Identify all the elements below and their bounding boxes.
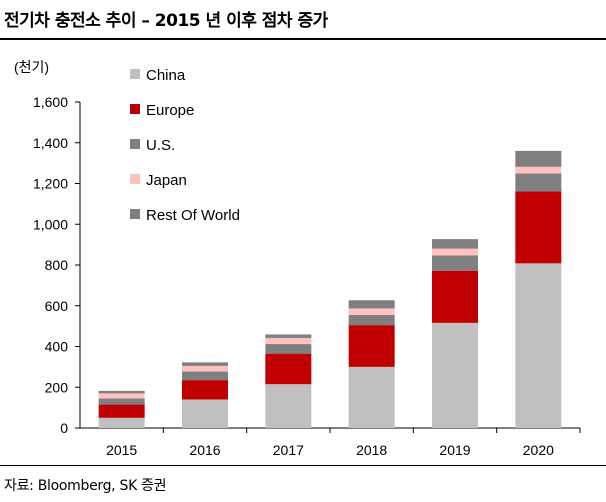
stacked-bar-chart: (천기) 0 200 400 600 800 1,000 1,200 1,400 1,600 201… (14, 59, 581, 458)
x-tick-label: 2015 (106, 442, 137, 458)
legend-swatch-europe (130, 104, 140, 114)
bar-segment-japan-2019 (432, 248, 478, 256)
bar-segment-u-s--2016 (182, 371, 228, 381)
bar-segment-rest-of-world-2016 (182, 362, 228, 366)
y-tick-label: 1,600 (33, 94, 68, 110)
x-tick-label: 2020 (523, 442, 554, 458)
bar-segment-rest-of-world-2017 (265, 334, 312, 338)
y-tick-label: 1,200 (33, 176, 68, 192)
bar-segment-china-2018 (348, 366, 395, 428)
bar-segment-europe-2015 (98, 404, 145, 418)
y-tick-label: 200 (45, 379, 69, 395)
bar-segment-u-s--2018 (348, 314, 395, 326)
y-tick-label: 1,000 (33, 216, 68, 232)
bar-segment-europe-2018 (348, 325, 395, 367)
source-note: 자료: Bloomberg, SK 증권 (4, 478, 167, 494)
legend-swatch-japan (130, 174, 140, 184)
legend-label-rest-of-world: Rest Of World (146, 207, 240, 224)
y-tick-label: 600 (45, 298, 69, 314)
title-rule (0, 38, 606, 40)
x-tick-label: 2018 (356, 442, 387, 458)
chart-title: 전기차 충전소 추이 – 2015 년 이후 점차 증가 (4, 11, 328, 31)
x-tick-label: 2016 (189, 442, 220, 458)
bar-segment-china-2020 (515, 263, 562, 428)
bar-segment-china-2016 (182, 399, 228, 428)
x-tick-label: 2017 (273, 442, 304, 458)
footer-rule (0, 465, 606, 466)
y-tick-label: 0 (60, 420, 68, 436)
y-tick-label: 800 (45, 257, 69, 273)
y-tick-label: 400 (45, 339, 69, 355)
bar-segment-europe-2019 (432, 270, 478, 323)
bar-segment-u-s--2015 (98, 398, 145, 405)
bar-segment-japan-2020 (515, 166, 562, 174)
bar-segment-rest-of-world-2018 (348, 300, 395, 309)
bar-segment-rest-of-world-2020 (515, 150, 562, 167)
legend-swatch-rest-of-world (130, 209, 140, 219)
legend-label-europe: Europe (146, 102, 194, 119)
bar-segment-u-s--2017 (265, 344, 312, 354)
bar-segment-china-2019 (432, 322, 478, 428)
y-unit-label: (천기) (14, 59, 49, 75)
bar-segment-rest-of-world-2019 (432, 239, 478, 249)
x-tick-label: 2019 (439, 442, 470, 458)
bar-segment-japan-2015 (98, 393, 145, 399)
legend-swatch-u-s- (130, 139, 140, 149)
legend-label-japan: Japan (146, 172, 187, 189)
bar-segment-japan-2017 (265, 337, 312, 345)
bar-segment-china-2015 (98, 417, 145, 428)
legend-swatch-china (130, 69, 140, 79)
bar-segment-rest-of-world-2015 (98, 390, 145, 394)
bar-segment-europe-2020 (515, 191, 562, 264)
bar-segment-japan-2016 (182, 365, 228, 372)
bar-segment-u-s--2020 (515, 173, 562, 192)
y-tick-label: 1,400 (33, 135, 68, 151)
bar-segment-u-s--2019 (432, 255, 478, 271)
bar-segment-europe-2016 (182, 380, 228, 400)
bar-segment-china-2017 (265, 384, 312, 428)
bar-segment-japan-2018 (348, 308, 395, 315)
legend-label-china: China (146, 67, 186, 84)
bar-segment-europe-2017 (265, 353, 312, 385)
legend-label-u-s-: U.S. (146, 137, 175, 154)
